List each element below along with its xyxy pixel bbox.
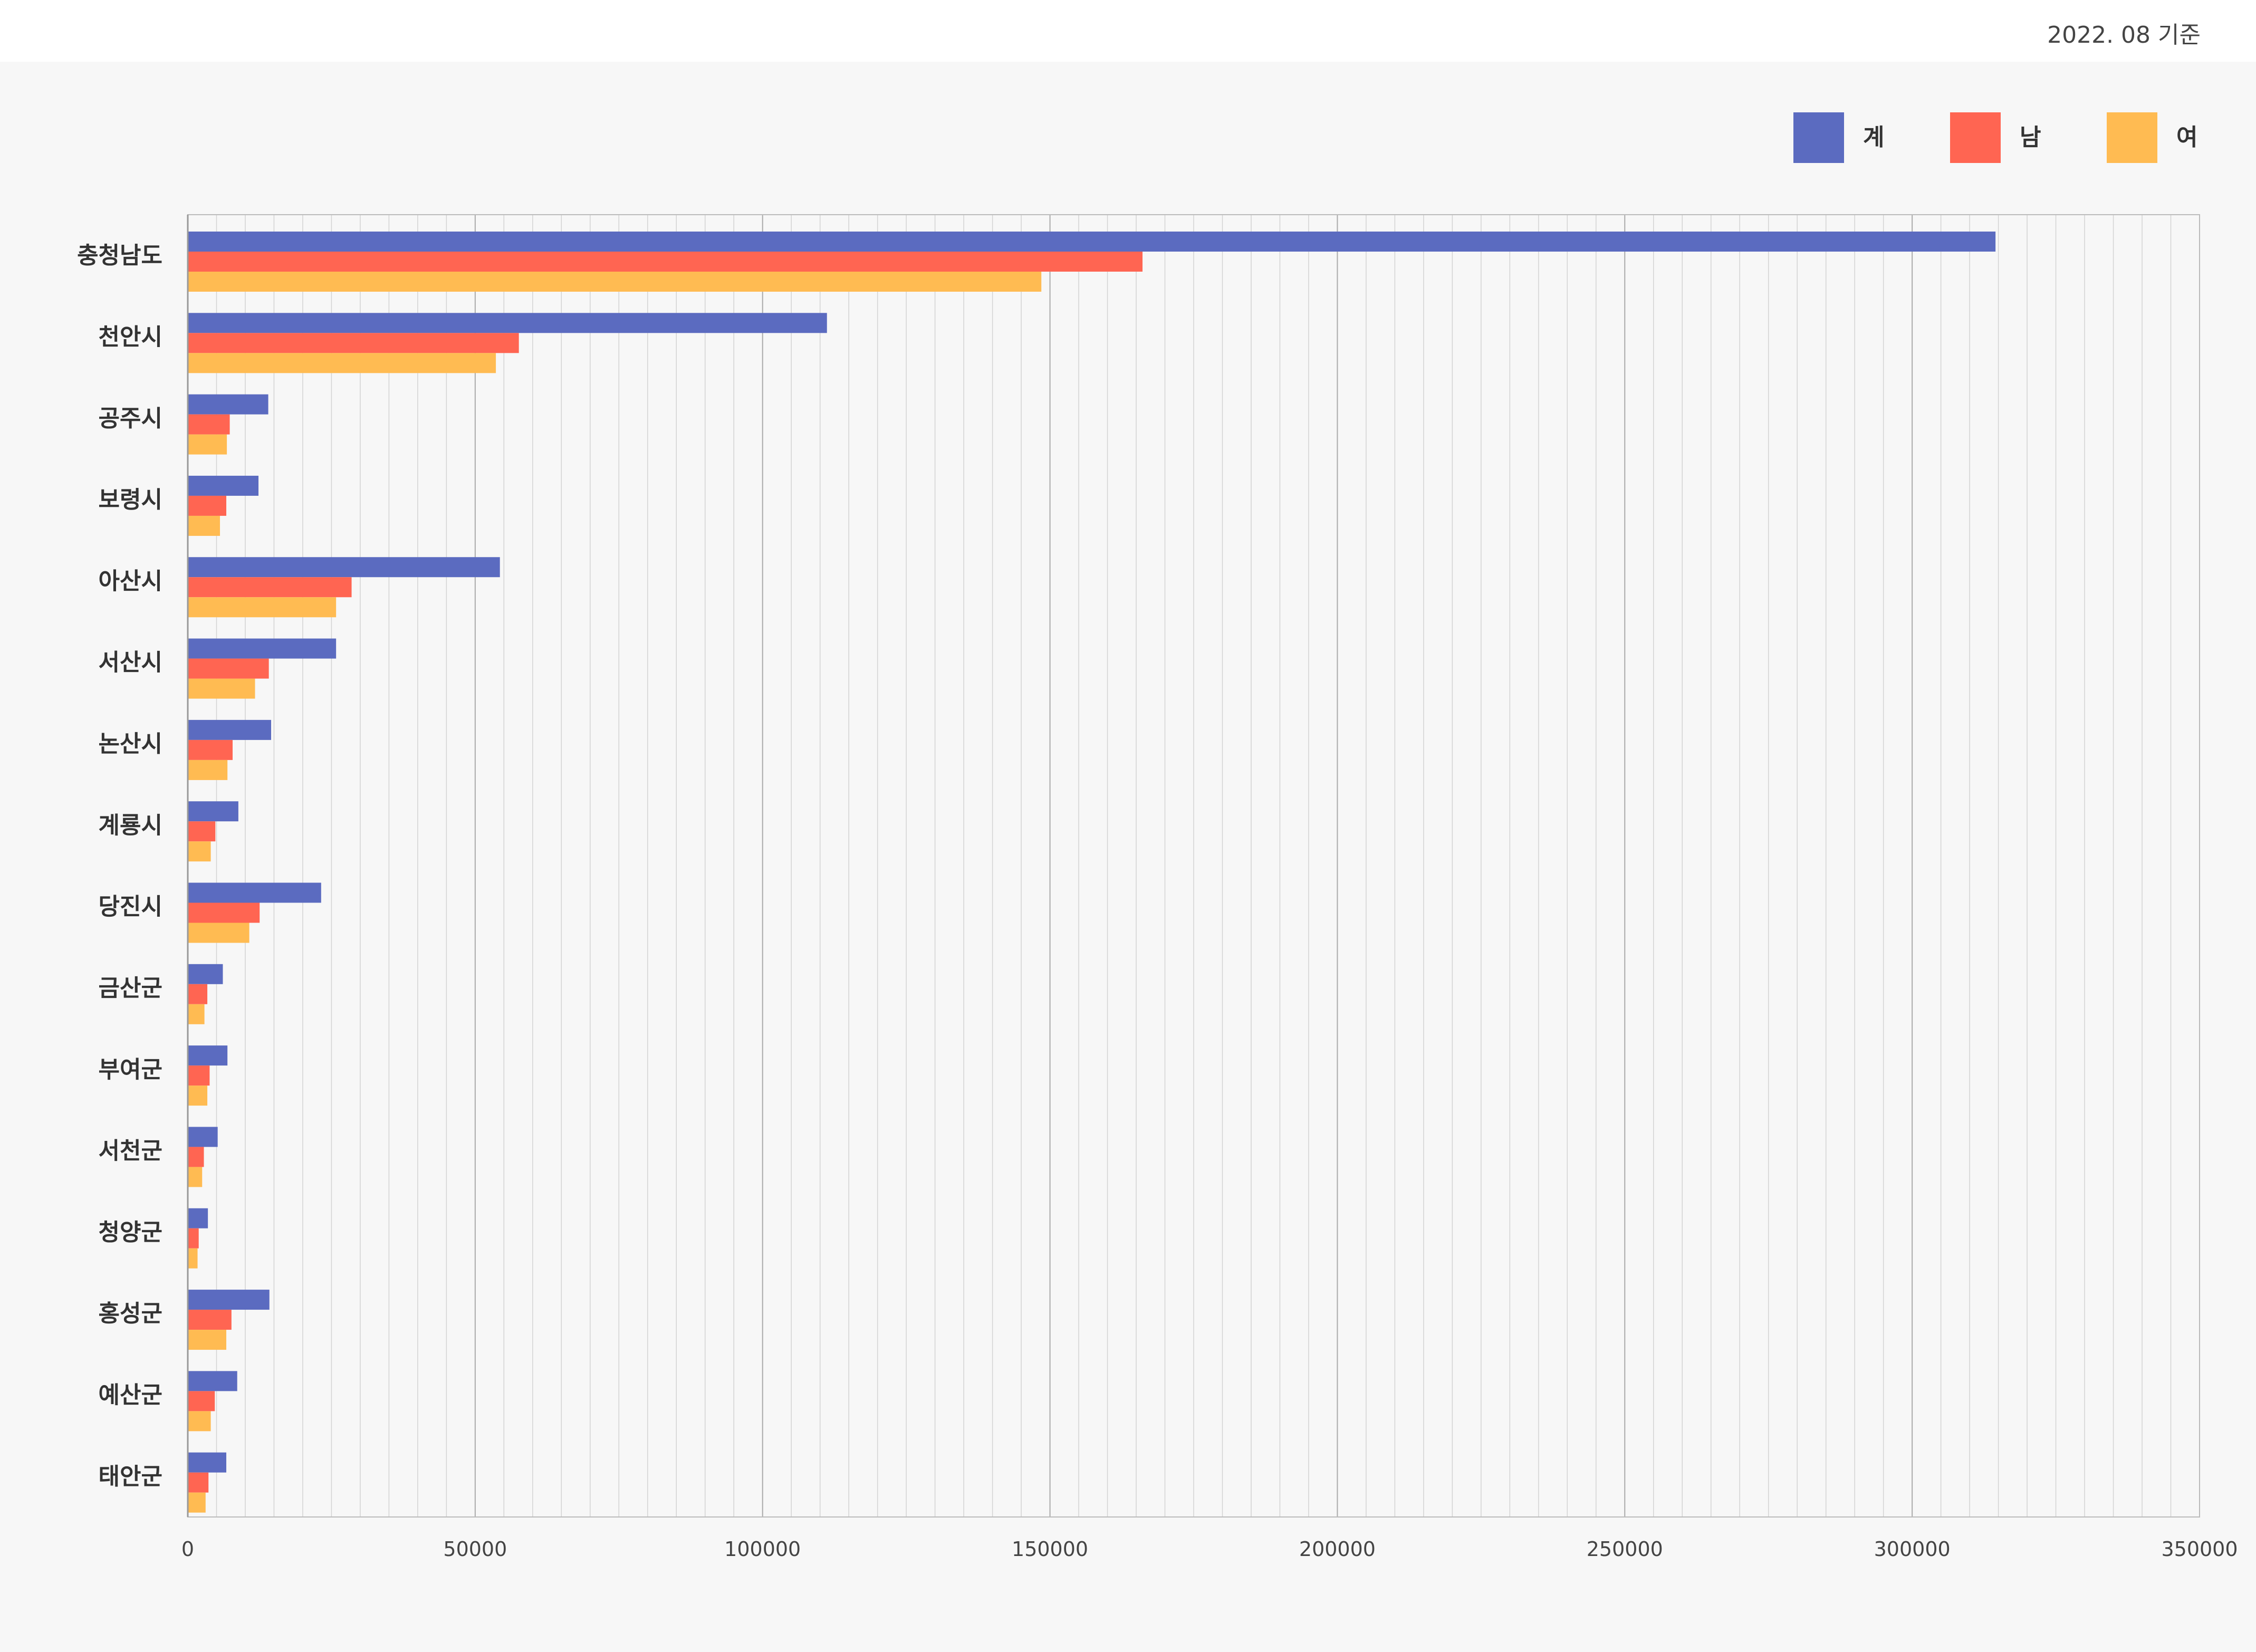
bar-남-보령시 (188, 495, 227, 516)
bar-여-청양군 (188, 1248, 198, 1269)
category-label: 태안군 (99, 1463, 162, 1490)
x-tick-label: 0 (181, 1538, 194, 1561)
bar-남-논산시 (188, 739, 233, 760)
category-label: 청양군 (99, 1219, 162, 1246)
bar-계-아산시 (188, 557, 500, 578)
bar-여-아산시 (188, 597, 337, 618)
bars (188, 232, 1996, 1513)
legend-label: 여 (2176, 124, 2197, 151)
bar-여-보령시 (188, 515, 220, 536)
bar-계-서산시 (188, 638, 337, 659)
x-tick-label: 300000 (1874, 1538, 1951, 1561)
bar-남-태안군 (188, 1472, 209, 1493)
bar-남-천안시 (188, 333, 519, 353)
legend-swatch-계 (1793, 112, 1844, 163)
category-label: 부여군 (99, 1056, 162, 1083)
category-label: 보령시 (99, 486, 162, 513)
as-of-date: 2022. 08 기준 (2047, 22, 2201, 49)
bar-남-금산군 (188, 984, 208, 1004)
bar-남-예산군 (188, 1391, 215, 1411)
grid (188, 215, 2200, 1517)
bar-계-논산시 (188, 719, 272, 740)
bar-남-아산시 (188, 577, 352, 598)
bar-남-당진시 (188, 902, 260, 923)
bar-남-부여군 (188, 1065, 210, 1086)
x-tick-label: 100000 (724, 1538, 801, 1561)
bar-계-홍성군 (188, 1290, 270, 1310)
bar-계-청양군 (188, 1208, 208, 1228)
bar-여-홍성군 (188, 1330, 227, 1350)
x-tick-label: 350000 (2161, 1538, 2238, 1561)
bar-여-논산시 (188, 760, 228, 780)
bar-남-공주시 (188, 414, 230, 435)
legend-swatch-남 (1950, 112, 2001, 163)
x-tick-label: 50000 (443, 1538, 507, 1561)
bar-여-공주시 (188, 434, 227, 455)
x-tick-label: 150000 (1012, 1538, 1088, 1561)
bar-여-부여군 (188, 1086, 208, 1106)
bar-여-충청남도 (188, 272, 1042, 292)
bar-여-태안군 (188, 1492, 206, 1513)
legend-label: 계 (1863, 124, 1884, 151)
bar-여-계룡시 (188, 841, 211, 862)
bar-계-계룡시 (188, 801, 238, 822)
bar-여-서산시 (188, 678, 255, 699)
bar-계-보령시 (188, 475, 259, 496)
category-label: 서산시 (99, 649, 162, 676)
bar-남-충청남도 (188, 252, 1143, 272)
bar-여-금산군 (188, 1004, 205, 1024)
bar-계-충청남도 (188, 232, 1996, 252)
category-label: 충청남도 (77, 242, 162, 269)
bar-계-공주시 (188, 394, 268, 415)
bar-계-태안군 (188, 1452, 227, 1473)
bar-여-서천군 (188, 1167, 203, 1187)
legend-swatch-여 (2107, 112, 2157, 163)
bar-계-천안시 (188, 313, 827, 333)
bar-남-청양군 (188, 1228, 199, 1248)
bar-남-계룡시 (188, 821, 216, 842)
bar-여-천안시 (188, 353, 496, 373)
bar-남-서산시 (188, 658, 269, 679)
category-label: 계룡시 (99, 812, 162, 839)
legend-label: 남 (2020, 124, 2041, 151)
bar-여-당진시 (188, 923, 249, 943)
x-tick-label: 250000 (1587, 1538, 1663, 1561)
bar-여-예산군 (188, 1411, 211, 1432)
category-label: 금산군 (99, 975, 162, 1002)
header-bar: 2022. 08 기준 (0, 0, 2256, 62)
bar-계-당진시 (188, 882, 321, 903)
bar-남-홍성군 (188, 1310, 232, 1330)
category-label: 홍성군 (99, 1300, 162, 1327)
bar-계-예산군 (188, 1371, 237, 1391)
category-label: 서천군 (99, 1138, 162, 1165)
category-label: 예산군 (99, 1382, 162, 1409)
category-label: 당진시 (99, 894, 162, 920)
bar-남-서천군 (188, 1147, 204, 1167)
x-tick-label: 200000 (1299, 1538, 1376, 1561)
category-label: 논산시 (99, 731, 162, 757)
bar-계-금산군 (188, 964, 223, 984)
bar-계-부여군 (188, 1045, 228, 1066)
category-label: 아산시 (99, 568, 162, 594)
bar-계-서천군 (188, 1127, 218, 1147)
axes: 충청남도천안시공주시보령시아산시서산시논산시계룡시당진시금산군부여군서천군청양군… (77, 214, 2238, 1561)
category-label: 공주시 (99, 405, 162, 432)
category-label: 천안시 (99, 323, 162, 350)
